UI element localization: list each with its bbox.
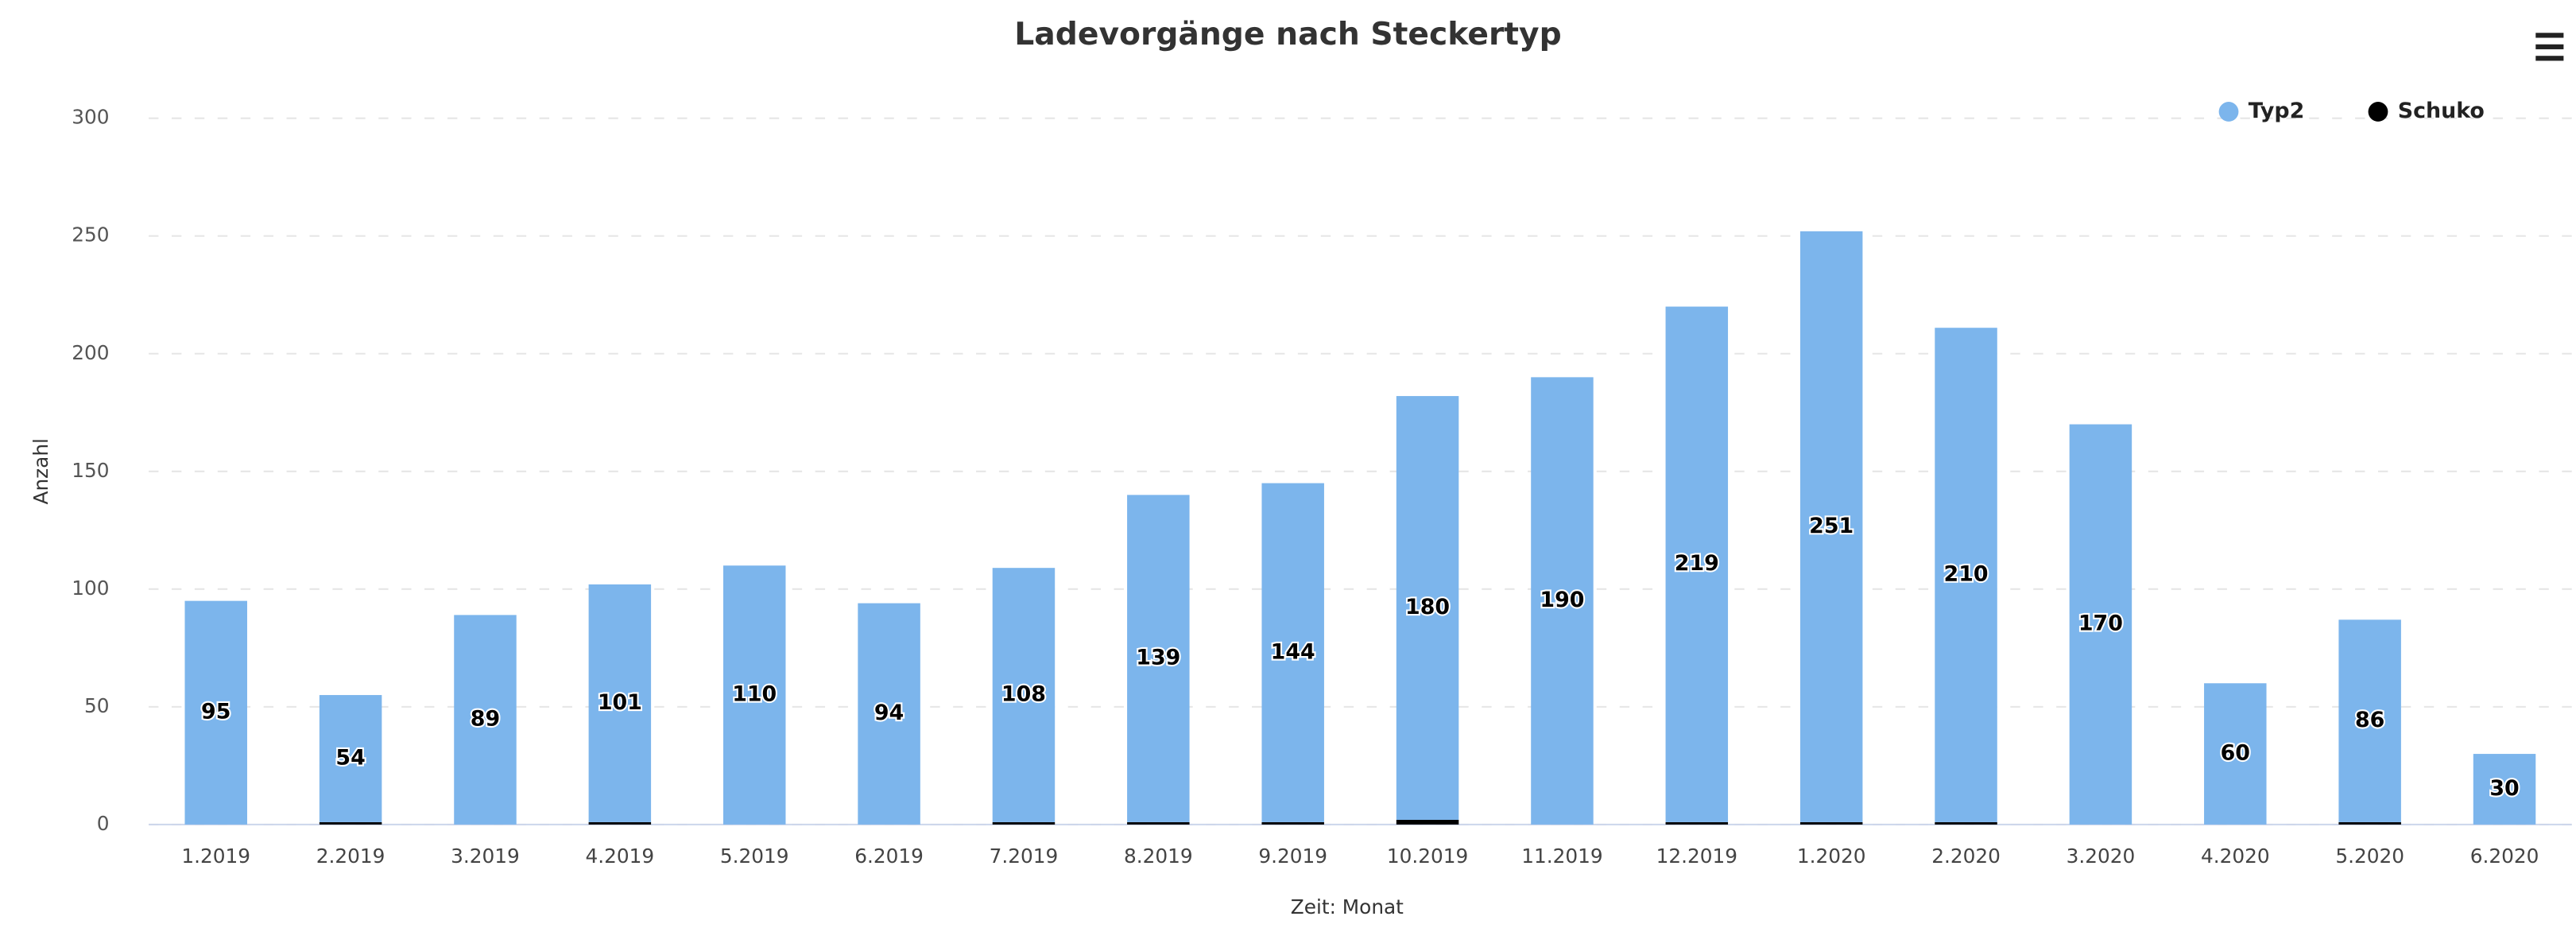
menu-bar bbox=[2535, 33, 2564, 38]
legend-item[interactable]: Schuko bbox=[2368, 99, 2485, 123]
data-label: 95 bbox=[201, 700, 230, 724]
x-tick-label: 7.2019 bbox=[990, 845, 1059, 868]
data-label: 170 bbox=[2078, 612, 2123, 636]
data-label: 110 bbox=[732, 682, 777, 707]
data-label: 101 bbox=[598, 690, 642, 715]
bar bbox=[319, 821, 382, 825]
data-label: 54 bbox=[335, 745, 365, 770]
bar bbox=[858, 603, 920, 825]
data-label: 89 bbox=[471, 707, 500, 732]
legend-label: Typ2 bbox=[2249, 99, 2305, 123]
bar bbox=[2204, 683, 2267, 825]
data-label: 219 bbox=[1675, 551, 1719, 576]
x-tick-label: 3.2020 bbox=[2067, 845, 2136, 868]
bar bbox=[1127, 821, 1190, 825]
bar bbox=[1396, 819, 1459, 825]
y-axis-title: Anzahl bbox=[29, 438, 52, 504]
bar bbox=[1665, 821, 1729, 825]
bar bbox=[992, 821, 1056, 825]
bar bbox=[588, 821, 652, 825]
x-tick-label: 11.2019 bbox=[1521, 845, 1602, 868]
y-tick-label: 250 bbox=[72, 223, 109, 247]
y-tick-label: 50 bbox=[84, 694, 110, 717]
x-tick-label: 4.2020 bbox=[2201, 845, 2270, 868]
bar bbox=[454, 615, 517, 825]
bar bbox=[1935, 328, 1997, 822]
data-label: 144 bbox=[1271, 639, 1315, 664]
menu-bar bbox=[2535, 44, 2564, 49]
bar bbox=[1665, 306, 1729, 822]
data-label: 251 bbox=[1809, 514, 1854, 538]
data-label: 139 bbox=[1136, 646, 1180, 670]
y-tick-label: 150 bbox=[72, 459, 109, 482]
x-tick-label: 10.2019 bbox=[1387, 845, 1468, 868]
bar bbox=[1396, 396, 1459, 820]
bar bbox=[588, 584, 652, 822]
data-label: 180 bbox=[1405, 595, 1450, 619]
bar bbox=[1127, 495, 1190, 822]
bar bbox=[1799, 821, 1863, 825]
legend-label: Schuko bbox=[2398, 99, 2485, 123]
menu-bar bbox=[2535, 56, 2564, 61]
data-label: 60 bbox=[2221, 741, 2250, 766]
data-label: 210 bbox=[1944, 562, 1989, 587]
bar bbox=[1261, 483, 1324, 822]
y-tick-label: 200 bbox=[72, 341, 109, 364]
bar bbox=[2338, 821, 2401, 825]
chart-title: Ladevorgänge nach Steckertyp bbox=[1014, 17, 1561, 52]
bar bbox=[1799, 231, 1863, 822]
bar bbox=[319, 695, 382, 822]
legend-item[interactable]: Typ2 bbox=[2218, 99, 2305, 123]
y-tick-label: 100 bbox=[72, 577, 109, 600]
x-tick-label: 5.2019 bbox=[720, 845, 789, 868]
bar bbox=[1935, 821, 1997, 825]
bar bbox=[2069, 424, 2132, 825]
x-tick-label: 2.2020 bbox=[1931, 845, 2001, 868]
x-tick-label: 1.2019 bbox=[181, 845, 250, 868]
data-label: 108 bbox=[1001, 682, 1046, 707]
x-tick-label: 2.2019 bbox=[316, 845, 385, 868]
x-tick-label: 1.2020 bbox=[1797, 845, 1866, 868]
data-label: 190 bbox=[1540, 588, 1584, 612]
x-tick-label: 6.2020 bbox=[2470, 845, 2539, 868]
x-tick-label: 6.2019 bbox=[854, 845, 924, 868]
bar bbox=[184, 600, 247, 825]
menu-button[interactable] bbox=[2535, 33, 2564, 61]
x-tick-label: 4.2019 bbox=[586, 845, 655, 868]
bar bbox=[2473, 754, 2536, 825]
legend-swatch bbox=[2368, 102, 2388, 122]
legend-swatch bbox=[2218, 102, 2239, 122]
data-label: 86 bbox=[2355, 708, 2384, 732]
bar bbox=[722, 565, 786, 825]
x-tick-label: 9.2019 bbox=[1258, 845, 1327, 868]
x-tick-label: 5.2020 bbox=[2335, 845, 2404, 868]
bar bbox=[1261, 821, 1324, 825]
x-tick-label: 3.2019 bbox=[451, 845, 520, 868]
y-tick-label: 300 bbox=[72, 106, 109, 129]
bar bbox=[2338, 619, 2401, 822]
bar bbox=[1531, 377, 1594, 825]
x-tick-label: 12.2019 bbox=[1656, 845, 1737, 868]
x-axis-title: Zeit: Monat bbox=[1291, 895, 1404, 918]
bar bbox=[992, 568, 1056, 822]
x-tick-label: 8.2019 bbox=[1124, 845, 1193, 868]
data-label: 94 bbox=[874, 701, 904, 725]
data-label: 30 bbox=[2489, 776, 2519, 801]
y-tick-label: 0 bbox=[97, 812, 110, 835]
